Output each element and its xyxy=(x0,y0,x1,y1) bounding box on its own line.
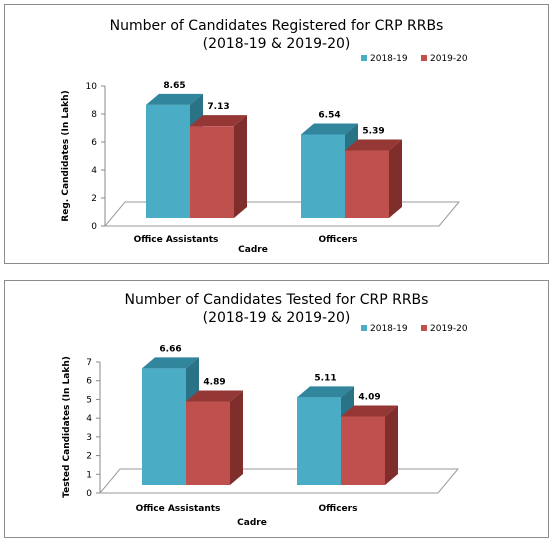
chart-subtitle: (2018-19 & 2019-20) xyxy=(203,36,351,52)
bar-side xyxy=(230,390,243,485)
chart-title: Number of Candidates Tested for CRP RRBs xyxy=(125,292,429,308)
legend-swatch xyxy=(421,55,427,61)
legend-label: 2018-19 xyxy=(370,324,408,334)
x-category-label: Officers xyxy=(319,235,358,245)
y-tick-label: 2 xyxy=(91,194,97,204)
bar-front xyxy=(301,134,345,218)
bar-top xyxy=(146,93,203,105)
chart-panel-tested: Number of Candidates Tested for CRP RRBs… xyxy=(4,280,549,538)
y-tick-label: 6 xyxy=(91,138,97,148)
x-axis-label: Cadre xyxy=(238,245,268,255)
data-label: 4.09 xyxy=(358,392,380,402)
x-category-label: Office Assistants xyxy=(134,235,219,245)
bar-top xyxy=(190,115,247,127)
chart-registered: Number of Candidates Registered for CRP … xyxy=(61,18,468,255)
bar-front xyxy=(297,397,341,485)
y-tick-label: 7 xyxy=(86,358,92,368)
data-label: 4.89 xyxy=(203,377,225,387)
y-tick-label: 4 xyxy=(86,414,92,424)
data-label: 5.39 xyxy=(362,127,384,137)
y-axis-label: Reg. Candidates (In Lakh) xyxy=(61,90,71,221)
y-tick-label: 1 xyxy=(86,470,92,480)
y-tick-label: 8 xyxy=(91,110,97,120)
data-label: 6.54 xyxy=(318,110,340,120)
chart-tested: Number of Candidates Tested for CRP RRBs… xyxy=(62,292,468,528)
bar-top xyxy=(341,405,398,417)
legend-label: 2019-20 xyxy=(430,54,468,64)
bar-side xyxy=(234,115,247,218)
y-tick-label: 0 xyxy=(91,222,97,232)
bar-front xyxy=(142,368,186,485)
y-tick-label: 5 xyxy=(86,395,92,405)
x-axis-label: Cadre xyxy=(237,518,267,528)
bar-front xyxy=(341,416,385,485)
bar-top xyxy=(301,123,358,135)
bar-side xyxy=(389,139,402,218)
chart-subtitle: (2018-19 & 2019-20) xyxy=(203,310,351,326)
chart-panel-registered: Number of Candidates Registered for CRP … xyxy=(4,4,549,264)
data-label: 8.65 xyxy=(163,81,185,91)
bar-top xyxy=(186,390,243,402)
data-label: 6.66 xyxy=(159,344,181,354)
legend-swatch xyxy=(361,325,367,331)
data-label: 7.13 xyxy=(207,102,229,112)
legend-swatch xyxy=(421,325,427,331)
x-category-label: Office Assistants xyxy=(136,504,221,514)
chart-title: Number of Candidates Registered for CRP … xyxy=(110,18,444,34)
legend-label: 2019-20 xyxy=(430,324,468,334)
y-tick-label: 3 xyxy=(86,433,92,443)
y-axis-label: Tested Candidates (In Lakh) xyxy=(62,356,72,498)
y-tick-label: 0 xyxy=(86,489,92,499)
bar-front xyxy=(345,150,389,218)
data-label: 5.11 xyxy=(314,373,336,383)
legend-swatch xyxy=(361,55,367,61)
bar-front xyxy=(190,126,234,218)
x-category-label: Officers xyxy=(319,504,358,514)
y-tick-label: 10 xyxy=(86,82,98,92)
bar-side xyxy=(385,405,398,485)
bar-top xyxy=(142,357,199,369)
bar-top xyxy=(345,139,402,151)
bar-top xyxy=(297,386,354,398)
y-tick-label: 4 xyxy=(91,166,97,176)
y-tick-label: 6 xyxy=(86,377,92,387)
bar-front xyxy=(186,401,230,485)
legend-label: 2018-19 xyxy=(370,54,408,64)
y-tick-label: 2 xyxy=(86,452,92,462)
bar-front xyxy=(146,104,190,218)
